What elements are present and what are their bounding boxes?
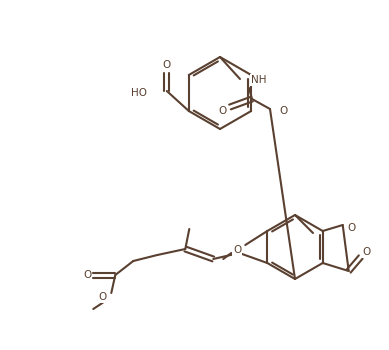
Text: O: O bbox=[363, 247, 371, 257]
Text: O: O bbox=[233, 245, 242, 255]
Text: O: O bbox=[219, 106, 227, 116]
Text: HO: HO bbox=[131, 88, 147, 98]
Text: O: O bbox=[348, 223, 356, 233]
Text: NH: NH bbox=[251, 75, 266, 85]
Text: O: O bbox=[98, 292, 107, 302]
Text: O: O bbox=[163, 60, 171, 70]
Text: O: O bbox=[279, 106, 287, 116]
Text: O: O bbox=[83, 270, 91, 280]
